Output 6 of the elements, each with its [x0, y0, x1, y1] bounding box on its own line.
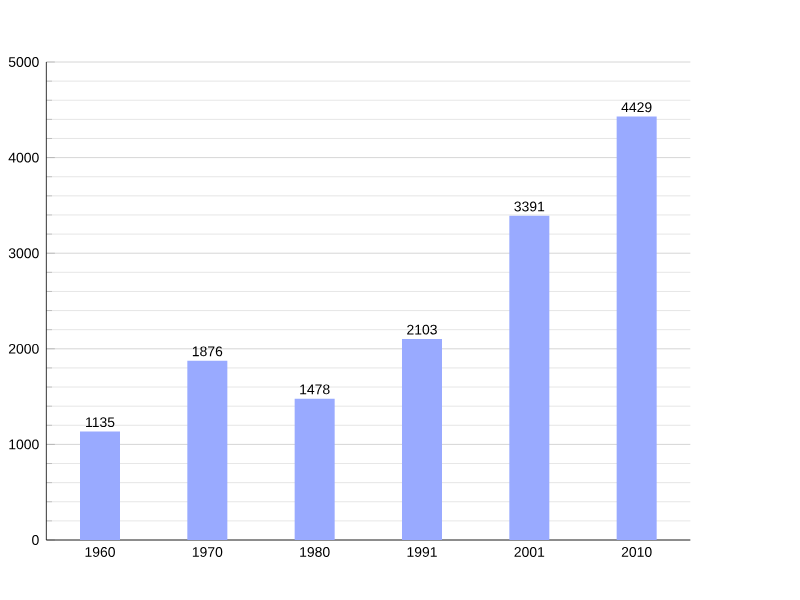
- bar: [401, 338, 442, 540]
- bar: [509, 215, 550, 540]
- bar: [616, 116, 657, 540]
- bar: [80, 431, 120, 540]
- bar: [294, 398, 335, 540]
- bar: [187, 360, 228, 540]
